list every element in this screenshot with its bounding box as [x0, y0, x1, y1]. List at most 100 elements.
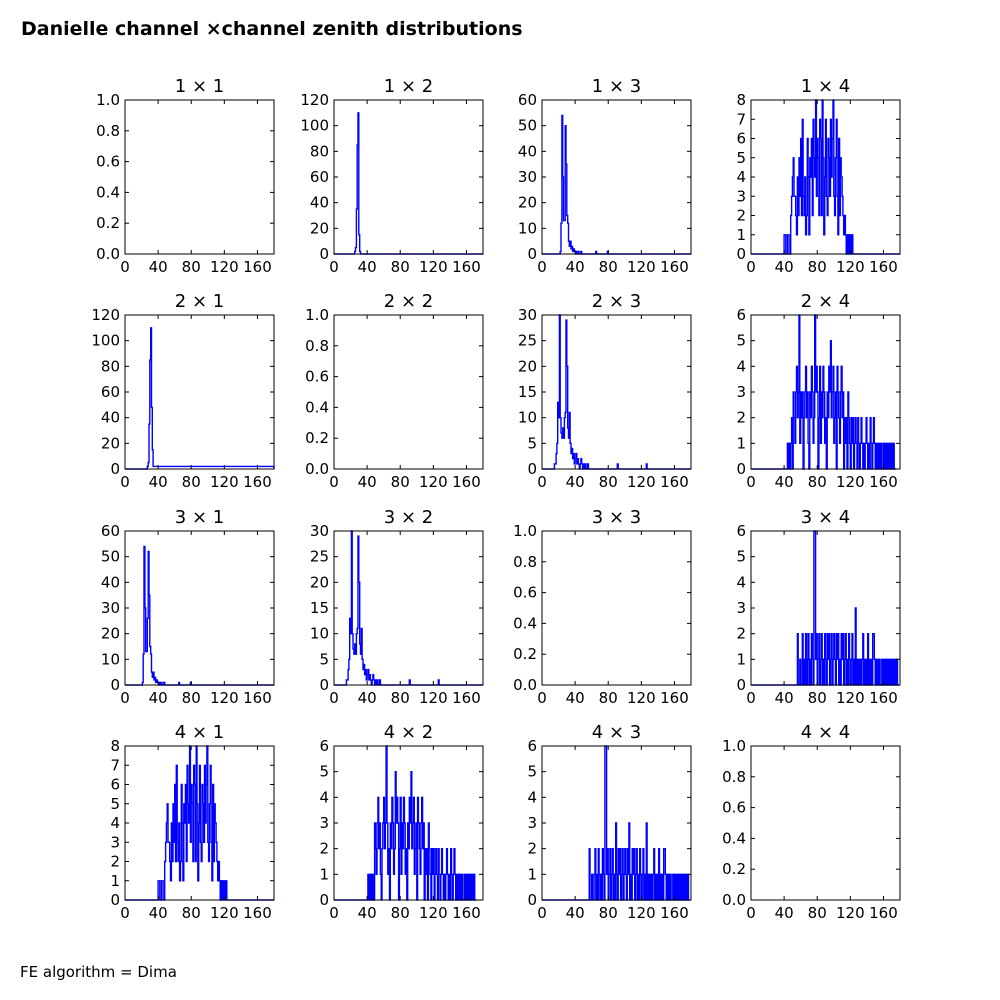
x-tick-label: 40	[775, 689, 794, 707]
y-tick-label: 1	[736, 650, 746, 668]
x-tick-label: 0	[329, 258, 339, 276]
x-tick-label: 160	[452, 904, 481, 922]
series-line	[751, 314, 896, 470]
y-tick-label: 6	[736, 522, 746, 540]
subplot-title: 2 × 1	[175, 291, 224, 312]
y-tick-label: 5	[736, 149, 746, 167]
y-tick-label: 3	[736, 383, 746, 401]
y-tick-label: 0.8	[722, 768, 746, 786]
y-tick-label: 0.0	[722, 891, 746, 909]
x-tick-label: 40	[566, 473, 585, 491]
subplot-title: 3 × 4	[801, 507, 850, 528]
y-tick-label: 20	[101, 625, 120, 643]
y-tick-label: 0.4	[722, 829, 746, 847]
x-tick-label: 120	[836, 258, 865, 276]
y-tick-label: 120	[91, 306, 120, 324]
series-line	[334, 745, 477, 901]
x-tick-label: 160	[869, 258, 898, 276]
y-tick-label: 3	[736, 599, 746, 617]
y-tick-label: 1	[527, 865, 537, 883]
y-tick-label: 0.0	[96, 245, 120, 263]
y-tick-label: 0.8	[513, 553, 537, 571]
x-tick-label: 40	[566, 904, 585, 922]
y-tick-label: 0.8	[96, 122, 120, 140]
x-tick-label: 160	[660, 689, 689, 707]
y-tick-label: 6	[527, 737, 537, 755]
x-tick-label: 40	[149, 258, 168, 276]
series-line	[125, 545, 274, 686]
figure-footer: FE algorithm = Dima	[20, 963, 177, 981]
subplot-title: 1 × 1	[175, 76, 224, 97]
y-tick-label: 60	[101, 383, 120, 401]
y-tick-label: 0.6	[305, 368, 329, 386]
x-tick-label: 160	[243, 689, 272, 707]
figure-title: Danielle channel ×channel zenith distrib…	[21, 18, 523, 40]
y-tick-label: 10	[518, 219, 537, 237]
x-tick-label: 80	[391, 904, 410, 922]
x-tick-label: 160	[869, 689, 898, 707]
y-tick-label: 7	[736, 110, 746, 128]
x-tick-label: 0	[746, 904, 756, 922]
y-tick-label: 1	[319, 865, 329, 883]
x-tick-label: 80	[599, 904, 618, 922]
x-tick-label: 40	[358, 258, 377, 276]
subplot-10: 3 × 2 0 40 80 120 160 0 5 10 15 20 25 30	[310, 507, 484, 707]
x-tick-label: 80	[808, 473, 827, 491]
y-tick-label: 4	[736, 357, 746, 375]
y-tick-label: 2	[736, 207, 746, 225]
y-tick-label: 0.4	[305, 398, 329, 416]
x-tick-label: 80	[391, 473, 410, 491]
x-tick-label: 80	[182, 904, 201, 922]
subplot-title: 3 × 2	[384, 507, 433, 528]
y-tick-label: 5	[319, 763, 329, 781]
subplot-8: 2 × 4 0 40 80 120 160 0 1 2 3 4 5 6	[736, 291, 901, 491]
x-tick-label: 40	[358, 904, 377, 922]
y-tick-label: 6	[736, 306, 746, 324]
x-tick-label: 120	[419, 904, 448, 922]
y-tick-label: 0	[110, 676, 120, 694]
subplot-title: 1 × 4	[801, 76, 850, 97]
y-tick-label: 2	[110, 853, 120, 871]
y-tick-label: 20	[518, 357, 537, 375]
x-tick-label: 160	[243, 473, 272, 491]
x-tick-label: 80	[808, 258, 827, 276]
x-tick-label: 80	[182, 689, 201, 707]
x-tick-label: 0	[746, 258, 756, 276]
x-tick-label: 80	[599, 258, 618, 276]
y-tick-label: 0.6	[96, 153, 120, 171]
x-tick-label: 0	[120, 258, 130, 276]
axes-frame	[333, 530, 484, 686]
x-tick-label: 160	[243, 258, 272, 276]
y-tick-label: 2	[527, 840, 537, 858]
y-tick-label: 3	[319, 814, 329, 832]
x-tick-label: 120	[627, 473, 656, 491]
series-line	[334, 112, 483, 255]
y-tick-label: 20	[310, 573, 329, 591]
subplot-title: 4 × 1	[175, 722, 224, 743]
subplot-15: 4 × 3 0 40 80 120 160 0 1 2 3 4 5 6	[527, 722, 692, 922]
y-tick-label: 1	[736, 434, 746, 452]
subplot-3: 1 × 3 0 40 80 120 160 0 10 20 30 40 50 60	[518, 76, 692, 276]
y-tick-label: 60	[310, 168, 329, 186]
y-tick-label: 0	[110, 891, 120, 909]
subplot-16: 4 × 4 0 40 80 120 160 0.0 0.2 0.4 0.6 0.8 1.0	[722, 722, 901, 922]
y-tick-label: 0	[736, 245, 746, 263]
y-tick-label: 6	[736, 130, 746, 148]
y-tick-label: 5	[319, 650, 329, 668]
y-tick-label: 3	[110, 833, 120, 851]
y-tick-label: 7	[110, 756, 120, 774]
x-tick-label: 160	[660, 258, 689, 276]
y-tick-label: 0.2	[96, 214, 120, 232]
x-tick-label: 80	[391, 258, 410, 276]
subplot-title: 2 × 3	[592, 291, 641, 312]
y-tick-label: 10	[518, 409, 537, 427]
y-tick-label: 40	[310, 194, 329, 212]
x-tick-label: 120	[210, 904, 239, 922]
x-tick-label: 0	[537, 258, 547, 276]
x-tick-label: 120	[627, 904, 656, 922]
x-tick-label: 0	[120, 689, 130, 707]
x-tick-label: 0	[537, 689, 547, 707]
x-tick-label: 120	[210, 689, 239, 707]
y-tick-label: 0	[736, 460, 746, 478]
